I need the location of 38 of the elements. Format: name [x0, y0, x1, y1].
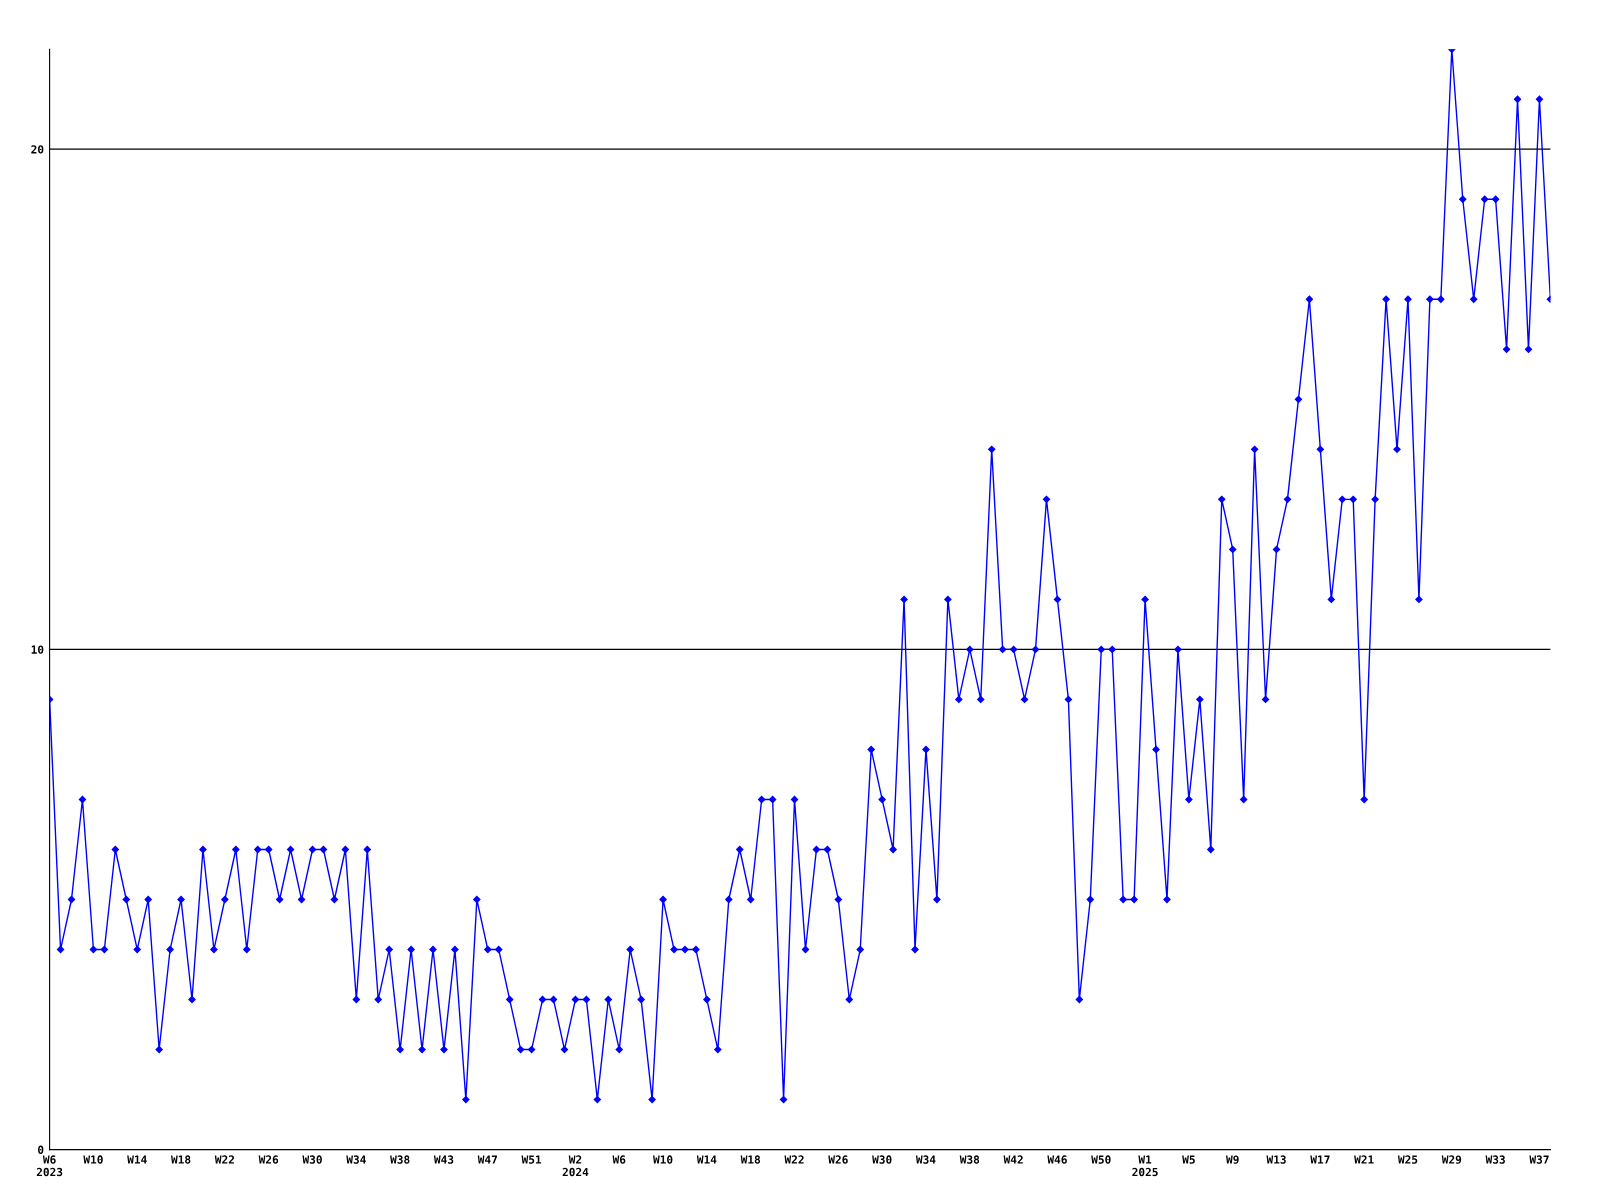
x-tick-label: W50 — [1091, 1155, 1111, 1164]
x-tick-label: W47 — [477, 1155, 497, 1164]
x-tick-label: W18 — [171, 1155, 191, 1164]
x-tick-label: W37 — [1529, 1155, 1549, 1164]
x-tick-label: W42 — [1003, 1155, 1023, 1164]
x-tick-label: W17 — [1310, 1155, 1330, 1164]
y-tick-label: 0 — [38, 1145, 44, 1154]
x-tick-label: W26 — [828, 1155, 848, 1164]
x-tick-label: W26 — [258, 1155, 279, 1164]
x-tick-label: W38 — [390, 1155, 410, 1164]
x-tick-label: W14 — [696, 1155, 717, 1164]
x-tick-label: W33 — [1485, 1155, 1505, 1164]
x-tick-label: W34 — [915, 1155, 936, 1164]
x-tick-label: W14 — [127, 1155, 147, 1164]
x-tick-label: W30 — [872, 1155, 892, 1164]
x-tick-label: W29 — [1441, 1155, 1462, 1164]
x-tick-label: W30 — [302, 1155, 322, 1164]
x-tick-label: W2 2024 — [562, 1155, 589, 1177]
x-tick-label: W6 — [612, 1155, 626, 1164]
x-tick-label: W46 — [1047, 1155, 1067, 1164]
y-tick-label: 20 — [31, 145, 44, 154]
x-tick-label: W6 2023 — [36, 1155, 63, 1177]
x-tick-label: W21 — [1354, 1155, 1374, 1164]
x-tick-label: W43 — [433, 1155, 454, 1164]
y-tick-label: 10 — [31, 645, 44, 654]
x-tick-label: W9 — [1226, 1155, 1239, 1164]
x-tick-label: W22 — [784, 1155, 804, 1164]
x-tick-label: W25 — [1397, 1155, 1418, 1164]
x-tick-label: W34 — [346, 1155, 366, 1164]
x-tick-label: W38 — [959, 1155, 980, 1164]
x-tick-label: W10 — [653, 1155, 673, 1164]
x-tick-label: W18 — [740, 1155, 761, 1164]
x-tick-label: W10 — [83, 1155, 103, 1164]
x-tick-label: W13 — [1266, 1155, 1286, 1164]
x-tick-label: W22 — [214, 1155, 234, 1164]
x-tick-label: W5 — [1182, 1155, 1195, 1164]
x-tick-label: W51 — [521, 1155, 542, 1164]
x-tick-label: W1 2025 — [1132, 1155, 1158, 1177]
